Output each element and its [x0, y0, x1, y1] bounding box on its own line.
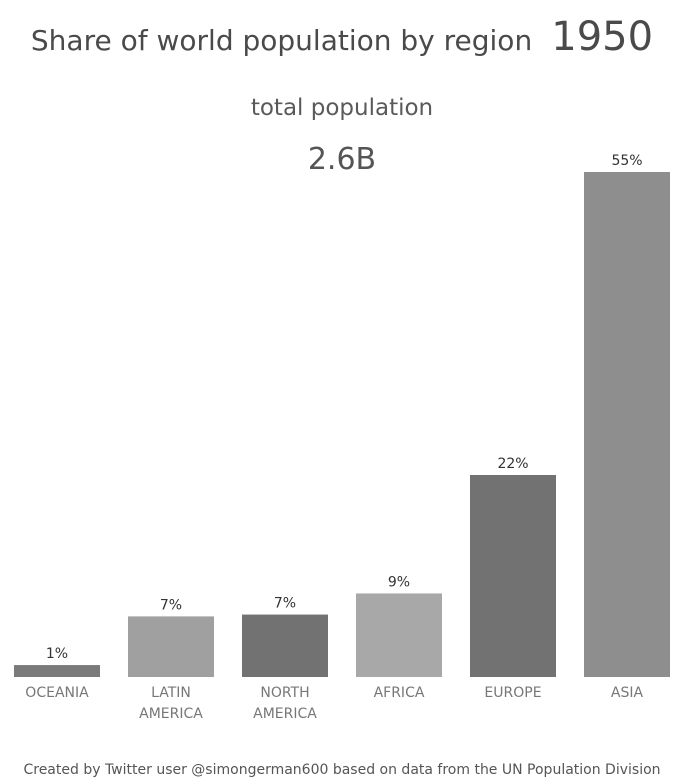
total-population-value: 2.6B: [307, 142, 377, 177]
value-label: 1%: [46, 646, 68, 662]
year-label: 1950: [551, 14, 654, 60]
bar-asia[interactable]: [584, 172, 670, 677]
category-label: LATIN: [151, 685, 191, 701]
bar-africa[interactable]: [356, 593, 442, 677]
bar-europe[interactable]: [470, 475, 556, 677]
title-row: Share of world population by region 1950: [0, 14, 684, 60]
value-label: 7%: [274, 596, 296, 612]
value-label: 55%: [611, 153, 642, 169]
total-population-label: total population: [250, 95, 434, 121]
value-label: 9%: [388, 574, 410, 590]
category-label: ASIA: [611, 685, 644, 701]
category-label: AMERICA: [253, 706, 317, 722]
category-label: NORTH: [260, 685, 309, 701]
bar-chart: 1% OCEANIA 7% LATIN AMERICA 7% NORTH AMERICA 9% A…: [14, 153, 670, 722]
category-label: AFRICA: [374, 685, 425, 701]
category-label: AMERICA: [139, 706, 203, 722]
value-label: 7%: [160, 597, 182, 613]
footer-credit: Created by Twitter user @simongerman600 …: [23, 762, 661, 778]
bar-north-america[interactable]: [242, 614, 328, 677]
value-label: 22%: [497, 456, 528, 472]
category-label: EUROPE: [484, 685, 541, 701]
category-label: OCEANIA: [25, 685, 89, 701]
bar-latin-america[interactable]: [128, 616, 214, 677]
chart-title: Share of world population by region: [30, 24, 533, 57]
bar-oceania[interactable]: [14, 665, 100, 677]
